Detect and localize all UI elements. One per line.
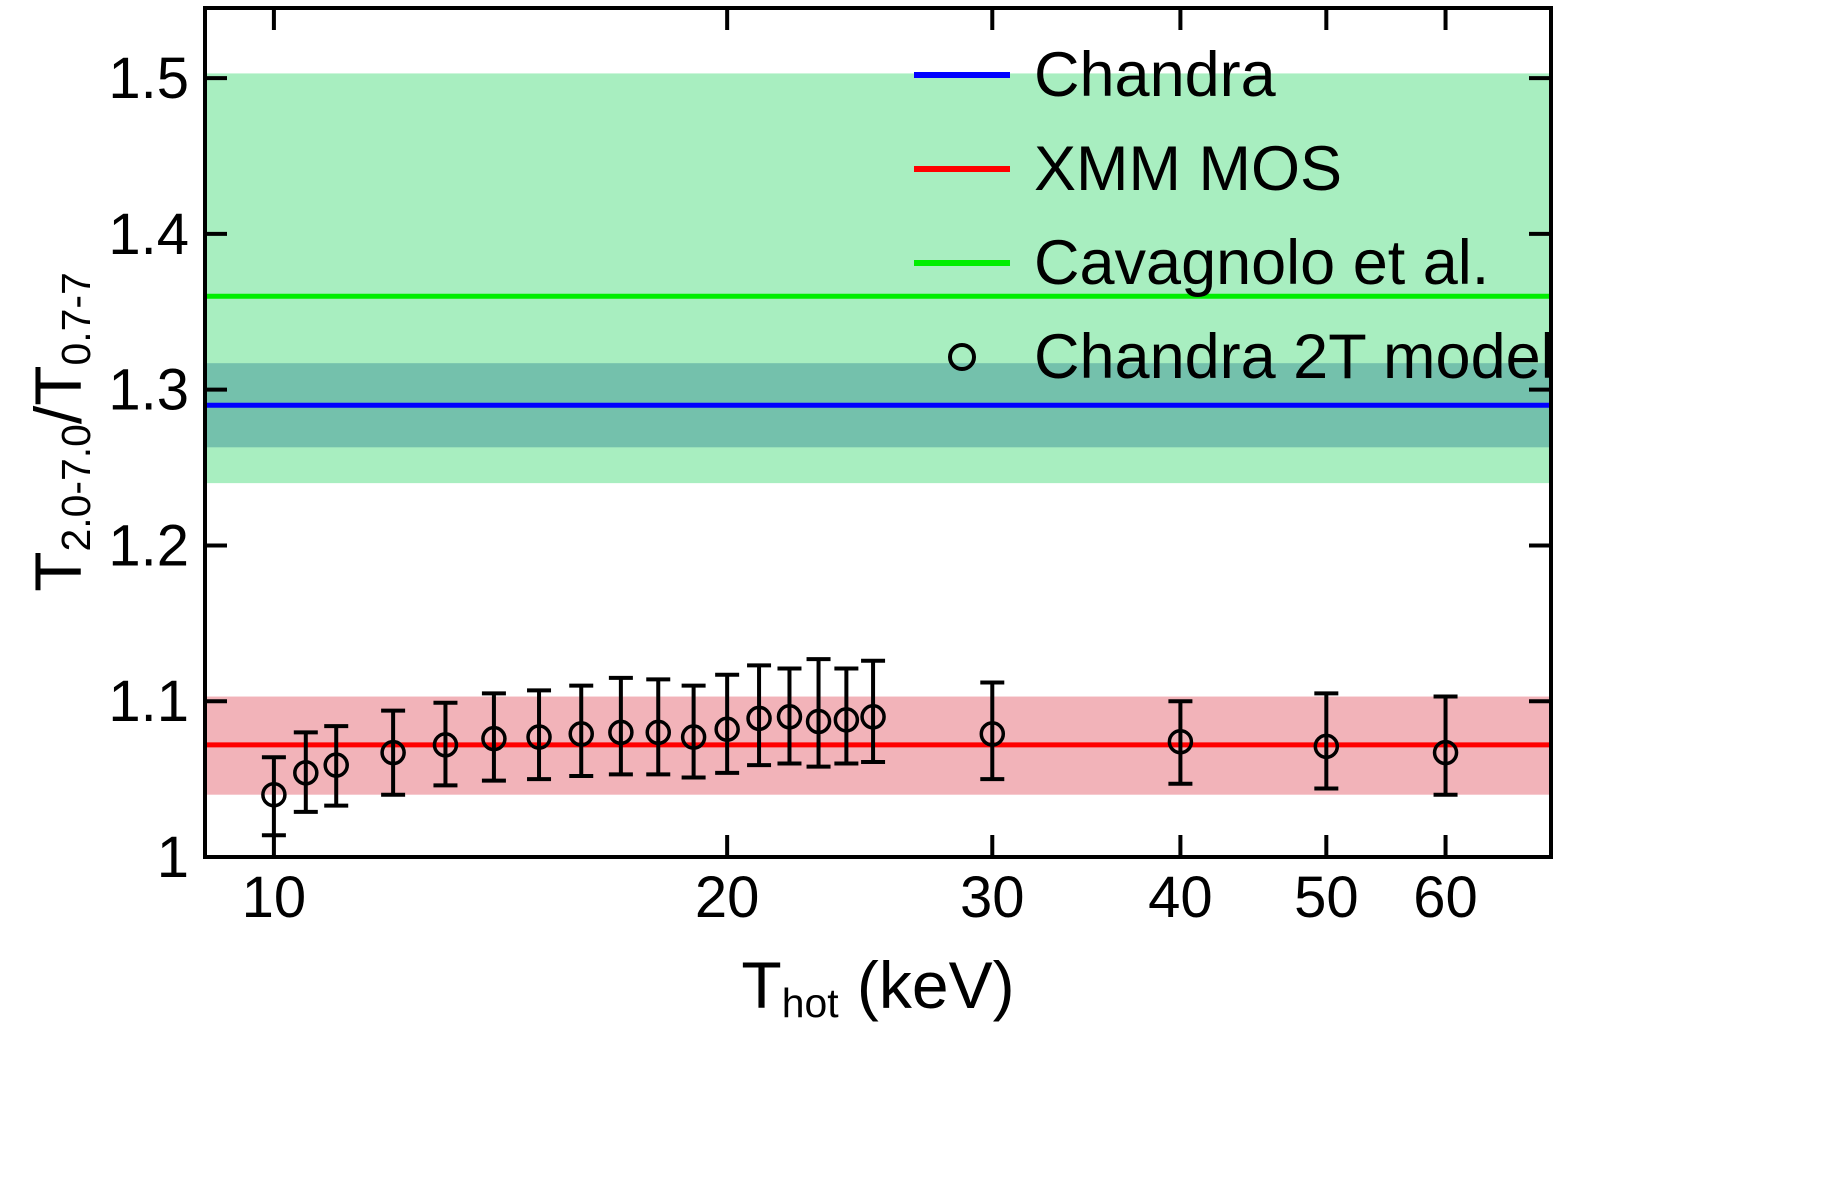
y-axis-label-t2: /T — [21, 365, 95, 425]
data-point-marker — [805, 708, 832, 735]
y-axis-label: T2.0-7.0/T0.7-7 — [20, 272, 99, 592]
legend-entry-xmm-mos: XMM MOS — [912, 122, 1555, 216]
y-tick-label: 1.4 — [108, 202, 189, 267]
legend-label: XMM MOS — [1034, 134, 1342, 204]
y-axis-label-t1: T — [21, 551, 95, 592]
xmm-line-sample — [912, 166, 1012, 172]
data-point-marker — [746, 705, 772, 732]
data-point-marker — [526, 724, 552, 750]
legend-label: Cavagnolo et al. — [1034, 228, 1490, 298]
x-axis-label-rest: (keV) — [838, 948, 1015, 1022]
data-point-marker — [432, 732, 459, 758]
y-tick-label: 1.5 — [108, 46, 189, 111]
y-axis-label-sub2: 0.7-7 — [53, 272, 99, 366]
data-point-marker — [568, 721, 594, 747]
legend-entry-chandra: Chandra — [912, 28, 1555, 122]
data-point-marker — [645, 719, 672, 746]
x-axis-label-main: T — [741, 948, 782, 1022]
data-point-marker — [608, 719, 634, 746]
y-tick-label: 1 — [157, 825, 189, 890]
x-tick-label: 40 — [1148, 865, 1213, 930]
legend-entry-chandra-2t: Chandra 2T model — [912, 310, 1555, 404]
legend-label: Chandra 2T model — [1034, 322, 1555, 392]
x-tick-label: 10 — [242, 865, 307, 930]
data-point-marker — [1167, 728, 1194, 755]
data-point-marker — [1313, 733, 1340, 760]
data-point-marker — [979, 721, 1006, 747]
chandra-line-sample — [912, 72, 1012, 78]
circle-marker-sample — [912, 343, 1012, 371]
x-tick-label: 30 — [960, 865, 1025, 930]
cavagnolo-line-sample — [912, 260, 1012, 266]
y-axis-label-sub1: 2.0-7.0 — [53, 424, 99, 552]
data-point-marker — [860, 704, 886, 730]
y-tick-label: 1.3 — [108, 358, 189, 423]
data-point-marker — [1432, 739, 1459, 766]
data-point-marker — [481, 725, 507, 752]
data-point-marker — [714, 716, 740, 743]
data-point-marker — [293, 760, 319, 786]
x-tick-label: 50 — [1294, 865, 1359, 930]
x-axis-label: Thot (keV) — [741, 947, 1015, 1026]
x-tick-label: 20 — [695, 865, 760, 930]
data-point-marker — [380, 739, 406, 766]
x-tick-label: 60 — [1413, 865, 1478, 930]
data-point-marker — [833, 707, 860, 733]
data-point-marker — [680, 724, 707, 750]
y-tick-label: 1.2 — [108, 513, 189, 578]
data-point-marker — [323, 752, 349, 778]
legend-label: Chandra — [1034, 40, 1276, 110]
data-point-marker — [776, 704, 803, 730]
legend: Chandra XMM MOS Cavagnolo et al. Chandra… — [912, 28, 1555, 404]
x-axis-label-sub: hot — [781, 980, 839, 1026]
legend-entry-cavagnolo: Cavagnolo et al. — [912, 216, 1555, 310]
data-point-marker — [261, 781, 287, 808]
axis-box — [203, 6, 1553, 859]
y-tick-label: 1.1 — [108, 669, 189, 734]
